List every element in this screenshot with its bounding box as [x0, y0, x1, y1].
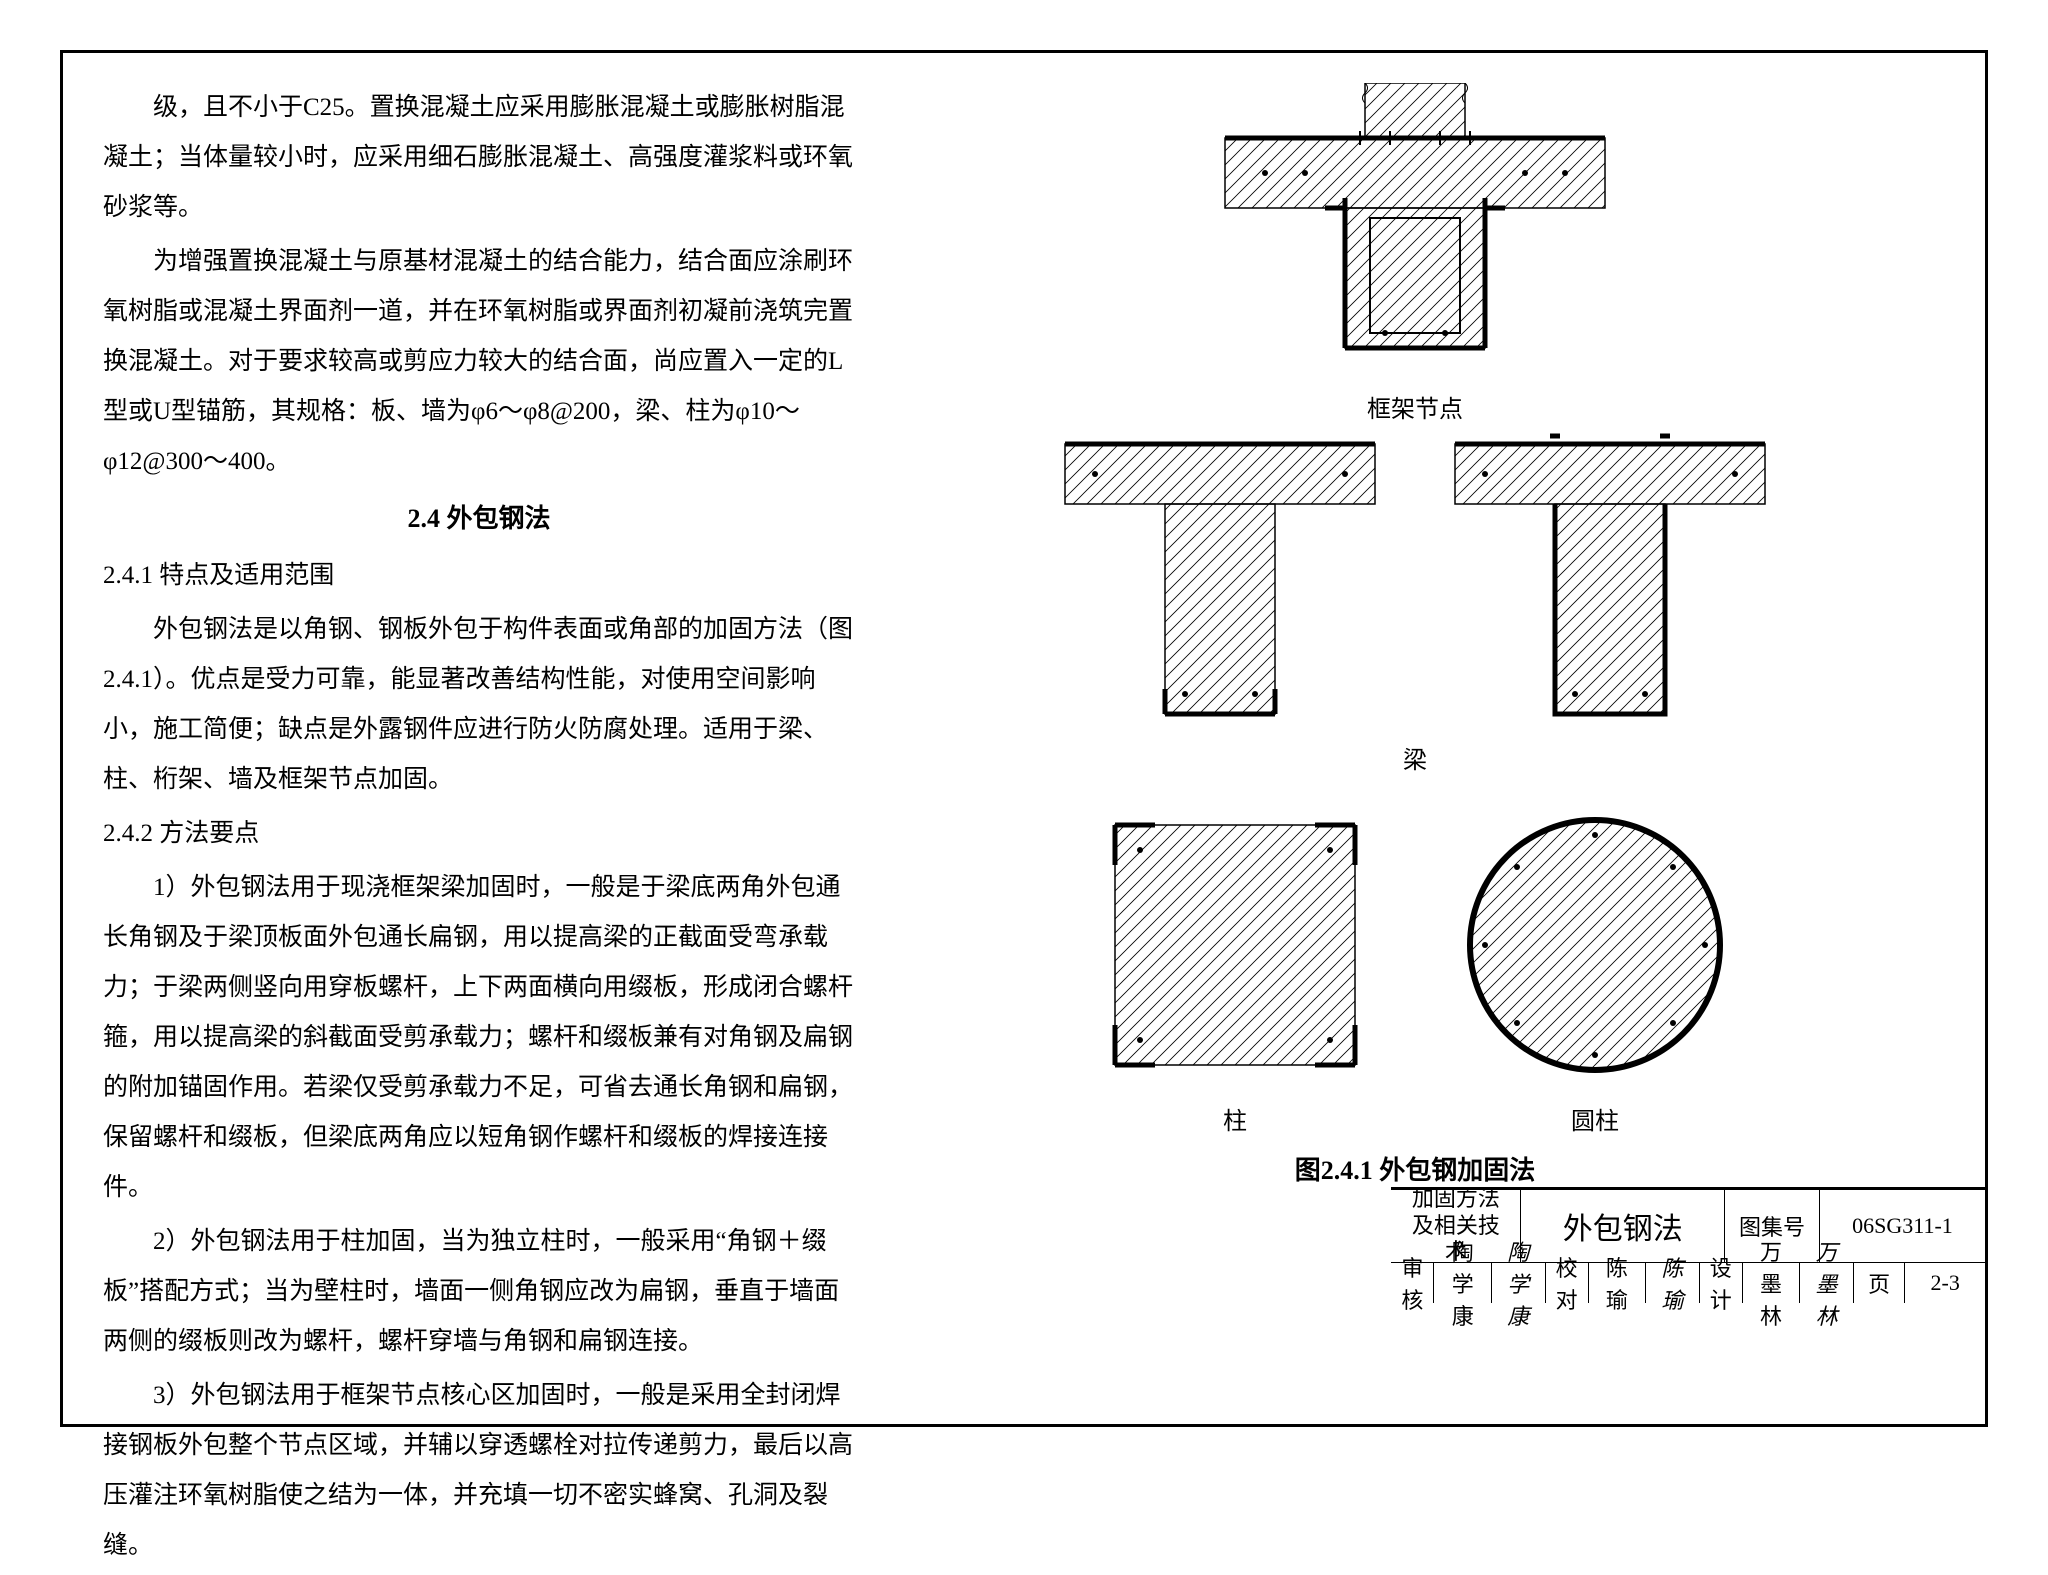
diagram-round-column: 圆柱 [1445, 795, 1745, 1136]
tb-design-name: 万墨林 [1743, 1263, 1801, 1303]
para-5: 2）外包钢法用于柱加固，当为独立柱时，一般采用“角钢＋缀板”搭配方式；当为壁柱时… [103, 1217, 855, 1367]
diagram-column-row: 柱 圆柱 [885, 795, 1945, 1136]
tb-check-label: 校对 [1546, 1263, 1589, 1303]
para-6: 3）外包钢法用于框架节点核心区加固时，一般是采用全封闭焊接钢板外包整个节点区域，… [103, 1371, 855, 1571]
tb-check-name: 陈瑜 [1589, 1263, 1647, 1303]
tb-atlas-number: 06SG311-1 [1820, 1190, 1985, 1262]
para-2: 为增强置换混凝土与原基材混凝土的结合能力，结合面应涂刷环氧树脂或混凝土界面剂一道… [103, 237, 855, 487]
diagram-beam-right [1445, 424, 1775, 734]
text-column: 级，且不小于C25。置换混凝土应采用膨胀混凝土或膨胀树脂混凝土；当体量较小时，应… [103, 83, 855, 1575]
figure-column: 框架节点 [885, 83, 1945, 1575]
label-column: 柱 [1223, 1101, 1247, 1136]
tb-audit-signature: 陶学康 [1492, 1263, 1546, 1303]
tb-design-label: 设计 [1700, 1263, 1743, 1303]
section-2-4-heading: 2.4 外包钢法 [103, 493, 855, 545]
title-block: 加固方法 及相关技术 外包钢法 图集号 06SG311-1 审核 陶学康 陶学康… [1391, 1187, 1985, 1303]
tb-page-number: 2-3 [1905, 1263, 1985, 1303]
diagram-frame-joint: 框架节点 [1195, 83, 1635, 424]
figure-caption: 图2.4.1 外包钢加固法 [1295, 1150, 1536, 1187]
heading-2-4-1: 2.4.1 特点及适用范围 [103, 551, 855, 601]
page-frame: 级，且不小于C25。置换混凝土应采用膨胀混凝土或膨胀树脂混凝土；当体量较小时，应… [60, 50, 1988, 1427]
tb-page-label: 页 [1854, 1263, 1905, 1303]
tb-audit-name: 陶学康 [1434, 1263, 1492, 1303]
tb-design-signature: 万墨林 [1800, 1263, 1854, 1303]
tb-audit-label: 审核 [1391, 1263, 1434, 1303]
titleblock-row-2: 审核 陶学康 陶学康 校对 陈瑜 陈瑜 设计 万墨林 万墨林 页 2-3 [1391, 1263, 1985, 1303]
diagram-beam-row [885, 424, 1945, 734]
diagram-square-column: 柱 [1085, 795, 1385, 1136]
tb-check-signature: 陈瑜 [1646, 1263, 1700, 1303]
label-round-column: 圆柱 [1571, 1101, 1619, 1136]
para-1: 级，且不小于C25。置换混凝土应采用膨胀混凝土或膨胀树脂混凝土；当体量较小时，应… [103, 83, 855, 233]
para-3: 外包钢法是以角钢、钢板外包于构件表面或角部的加固方法（图2.4.1）。优点是受力… [103, 605, 855, 805]
tb-method-label-line1: 加固方法 [1412, 1186, 1500, 1212]
content-row: 级，且不小于C25。置换混凝土应采用膨胀混凝土或膨胀树脂混凝土；当体量较小时，应… [103, 83, 1945, 1575]
para-4: 1）外包钢法用于现浇框架梁加固时，一般是于梁底两角外包通长角钢及于梁顶板面外包通… [103, 863, 855, 1213]
diagram-beam-left [1055, 424, 1385, 734]
label-beam: 梁 [1403, 740, 1427, 775]
heading-2-4-2: 2.4.2 方法要点 [103, 809, 855, 859]
label-frame-joint: 框架节点 [1367, 389, 1463, 424]
